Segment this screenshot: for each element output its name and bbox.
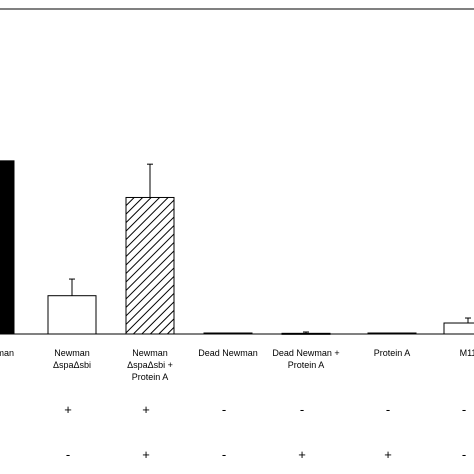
- bar: [125, 196, 175, 335]
- bars-group: [0, 160, 474, 335]
- category-label: Newman: [132, 348, 168, 358]
- sign-label: +: [64, 402, 72, 417]
- category-labels-group: man Newman ΔspaΔsbi Newman ΔspaΔsbi + Protein…: [0, 348, 474, 382]
- sign-label: -: [386, 402, 390, 417]
- category-label: man: [0, 348, 14, 358]
- category-label: Protein A: [288, 360, 325, 370]
- sign-label: +: [142, 402, 150, 417]
- sign-rows-group: + - + + - - - + - + - -: [64, 402, 466, 462]
- bar: [443, 322, 474, 335]
- sign-label: +: [298, 447, 306, 462]
- category-label: Dead Newman: [198, 348, 258, 358]
- bar: [203, 332, 253, 335]
- sign-label: -: [462, 447, 466, 462]
- bar: [367, 332, 417, 335]
- bar: [47, 295, 97, 335]
- category-label: Protein A: [132, 372, 169, 382]
- sign-label: -: [462, 402, 466, 417]
- bar: [281, 332, 331, 335]
- category-label: M11: [460, 348, 474, 358]
- category-label: Dead Newman +: [272, 348, 339, 358]
- category-label: Protein A: [374, 348, 411, 358]
- error-bars-group: [69, 163, 471, 334]
- bar: [0, 160, 15, 335]
- category-label: ΔspaΔsbi: [53, 360, 91, 370]
- sign-label: -: [222, 447, 226, 462]
- category-label: Newman: [54, 348, 90, 358]
- sign-label: -: [300, 402, 304, 417]
- sign-label: +: [142, 447, 150, 462]
- sign-label: -: [222, 402, 226, 417]
- sign-label: +: [384, 447, 392, 462]
- sign-label: -: [66, 447, 70, 462]
- category-label: ΔspaΔsbi +: [127, 360, 173, 370]
